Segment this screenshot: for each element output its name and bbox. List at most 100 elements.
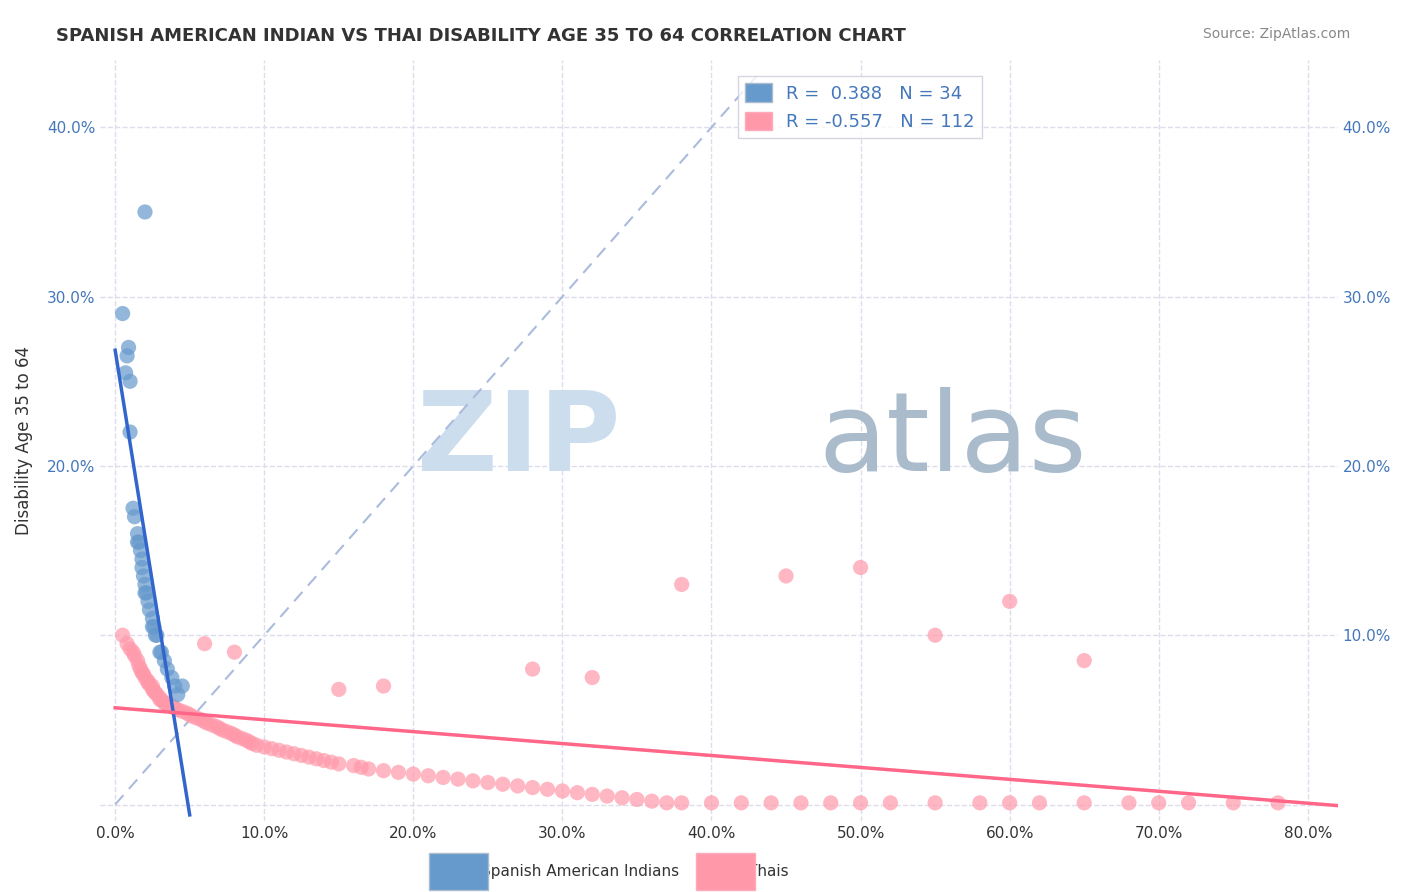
Point bbox=[849, 560, 872, 574]
Point bbox=[253, 739, 276, 754]
Point bbox=[924, 628, 946, 642]
Point bbox=[120, 374, 142, 388]
Point bbox=[671, 796, 693, 810]
Point bbox=[128, 658, 150, 673]
Point bbox=[194, 714, 217, 729]
Point bbox=[221, 726, 243, 740]
Point bbox=[269, 743, 291, 757]
Point bbox=[149, 692, 172, 706]
Point bbox=[879, 796, 901, 810]
Point bbox=[655, 796, 678, 810]
Point bbox=[235, 733, 257, 747]
Point bbox=[402, 767, 425, 781]
Point bbox=[166, 703, 188, 717]
Point bbox=[166, 688, 188, 702]
Point bbox=[226, 730, 249, 744]
Text: Source: ZipAtlas.com: Source: ZipAtlas.com bbox=[1202, 27, 1350, 41]
Point bbox=[153, 696, 176, 710]
Point bbox=[283, 747, 305, 761]
Point bbox=[373, 679, 395, 693]
Point bbox=[160, 671, 183, 685]
Point bbox=[626, 792, 648, 806]
Point bbox=[197, 716, 219, 731]
Point bbox=[298, 750, 321, 764]
Point bbox=[373, 764, 395, 778]
Point bbox=[350, 760, 373, 774]
Point bbox=[190, 713, 212, 727]
Point bbox=[141, 620, 163, 634]
Point bbox=[128, 535, 150, 549]
Y-axis label: Disability Age 35 to 64: Disability Age 35 to 64 bbox=[15, 346, 32, 535]
Point bbox=[205, 720, 228, 734]
Point bbox=[432, 771, 454, 785]
Point bbox=[775, 569, 797, 583]
Point bbox=[131, 560, 153, 574]
Point bbox=[156, 662, 179, 676]
Point bbox=[136, 675, 159, 690]
Point bbox=[231, 731, 253, 746]
Point bbox=[142, 620, 165, 634]
Point bbox=[111, 307, 134, 321]
Point bbox=[240, 737, 263, 751]
Point bbox=[492, 777, 515, 791]
Point bbox=[145, 686, 167, 700]
Point bbox=[149, 690, 172, 705]
Point bbox=[124, 648, 146, 663]
Point bbox=[224, 728, 246, 742]
Point bbox=[1073, 654, 1095, 668]
Point bbox=[141, 679, 163, 693]
Point bbox=[567, 786, 589, 800]
Point bbox=[172, 705, 194, 719]
Point bbox=[969, 796, 991, 810]
Point bbox=[114, 366, 136, 380]
Point bbox=[820, 796, 842, 810]
Point bbox=[150, 645, 173, 659]
Point bbox=[134, 205, 156, 219]
Point bbox=[671, 577, 693, 591]
Text: ZIP: ZIP bbox=[416, 387, 620, 494]
Point bbox=[149, 645, 172, 659]
Point bbox=[134, 671, 156, 685]
Point bbox=[730, 796, 752, 810]
Text: SPANISH AMERICAN INDIAN VS THAI DISABILITY AGE 35 TO 64 CORRELATION CHART: SPANISH AMERICAN INDIAN VS THAI DISABILI… bbox=[56, 27, 905, 45]
Point bbox=[152, 694, 174, 708]
Point bbox=[477, 775, 499, 789]
Point bbox=[700, 796, 723, 810]
Point bbox=[132, 667, 155, 681]
Point bbox=[238, 735, 260, 749]
Point bbox=[115, 637, 138, 651]
Point bbox=[357, 762, 380, 776]
Point bbox=[321, 755, 343, 769]
Point bbox=[181, 709, 204, 723]
Point bbox=[522, 780, 544, 795]
Point bbox=[127, 526, 149, 541]
Point bbox=[1267, 796, 1289, 810]
Point bbox=[136, 594, 159, 608]
Point bbox=[998, 796, 1021, 810]
Point bbox=[581, 671, 603, 685]
Point bbox=[172, 679, 194, 693]
Point bbox=[138, 603, 160, 617]
Point bbox=[536, 782, 558, 797]
Point bbox=[246, 739, 269, 753]
Point bbox=[129, 543, 152, 558]
Point bbox=[127, 654, 149, 668]
Point bbox=[138, 677, 160, 691]
Point bbox=[131, 552, 153, 566]
Point bbox=[145, 628, 167, 642]
Point bbox=[596, 789, 619, 803]
Point bbox=[1147, 796, 1170, 810]
Point bbox=[305, 752, 328, 766]
Point bbox=[117, 340, 139, 354]
Point bbox=[290, 748, 312, 763]
Point bbox=[146, 628, 169, 642]
Text: atlas: atlas bbox=[818, 387, 1087, 494]
Point bbox=[581, 788, 603, 802]
Point bbox=[186, 711, 208, 725]
Point bbox=[328, 756, 350, 771]
Point bbox=[343, 758, 366, 772]
Point bbox=[260, 741, 283, 756]
Point bbox=[163, 679, 186, 693]
Point bbox=[141, 682, 163, 697]
Point bbox=[141, 611, 163, 625]
